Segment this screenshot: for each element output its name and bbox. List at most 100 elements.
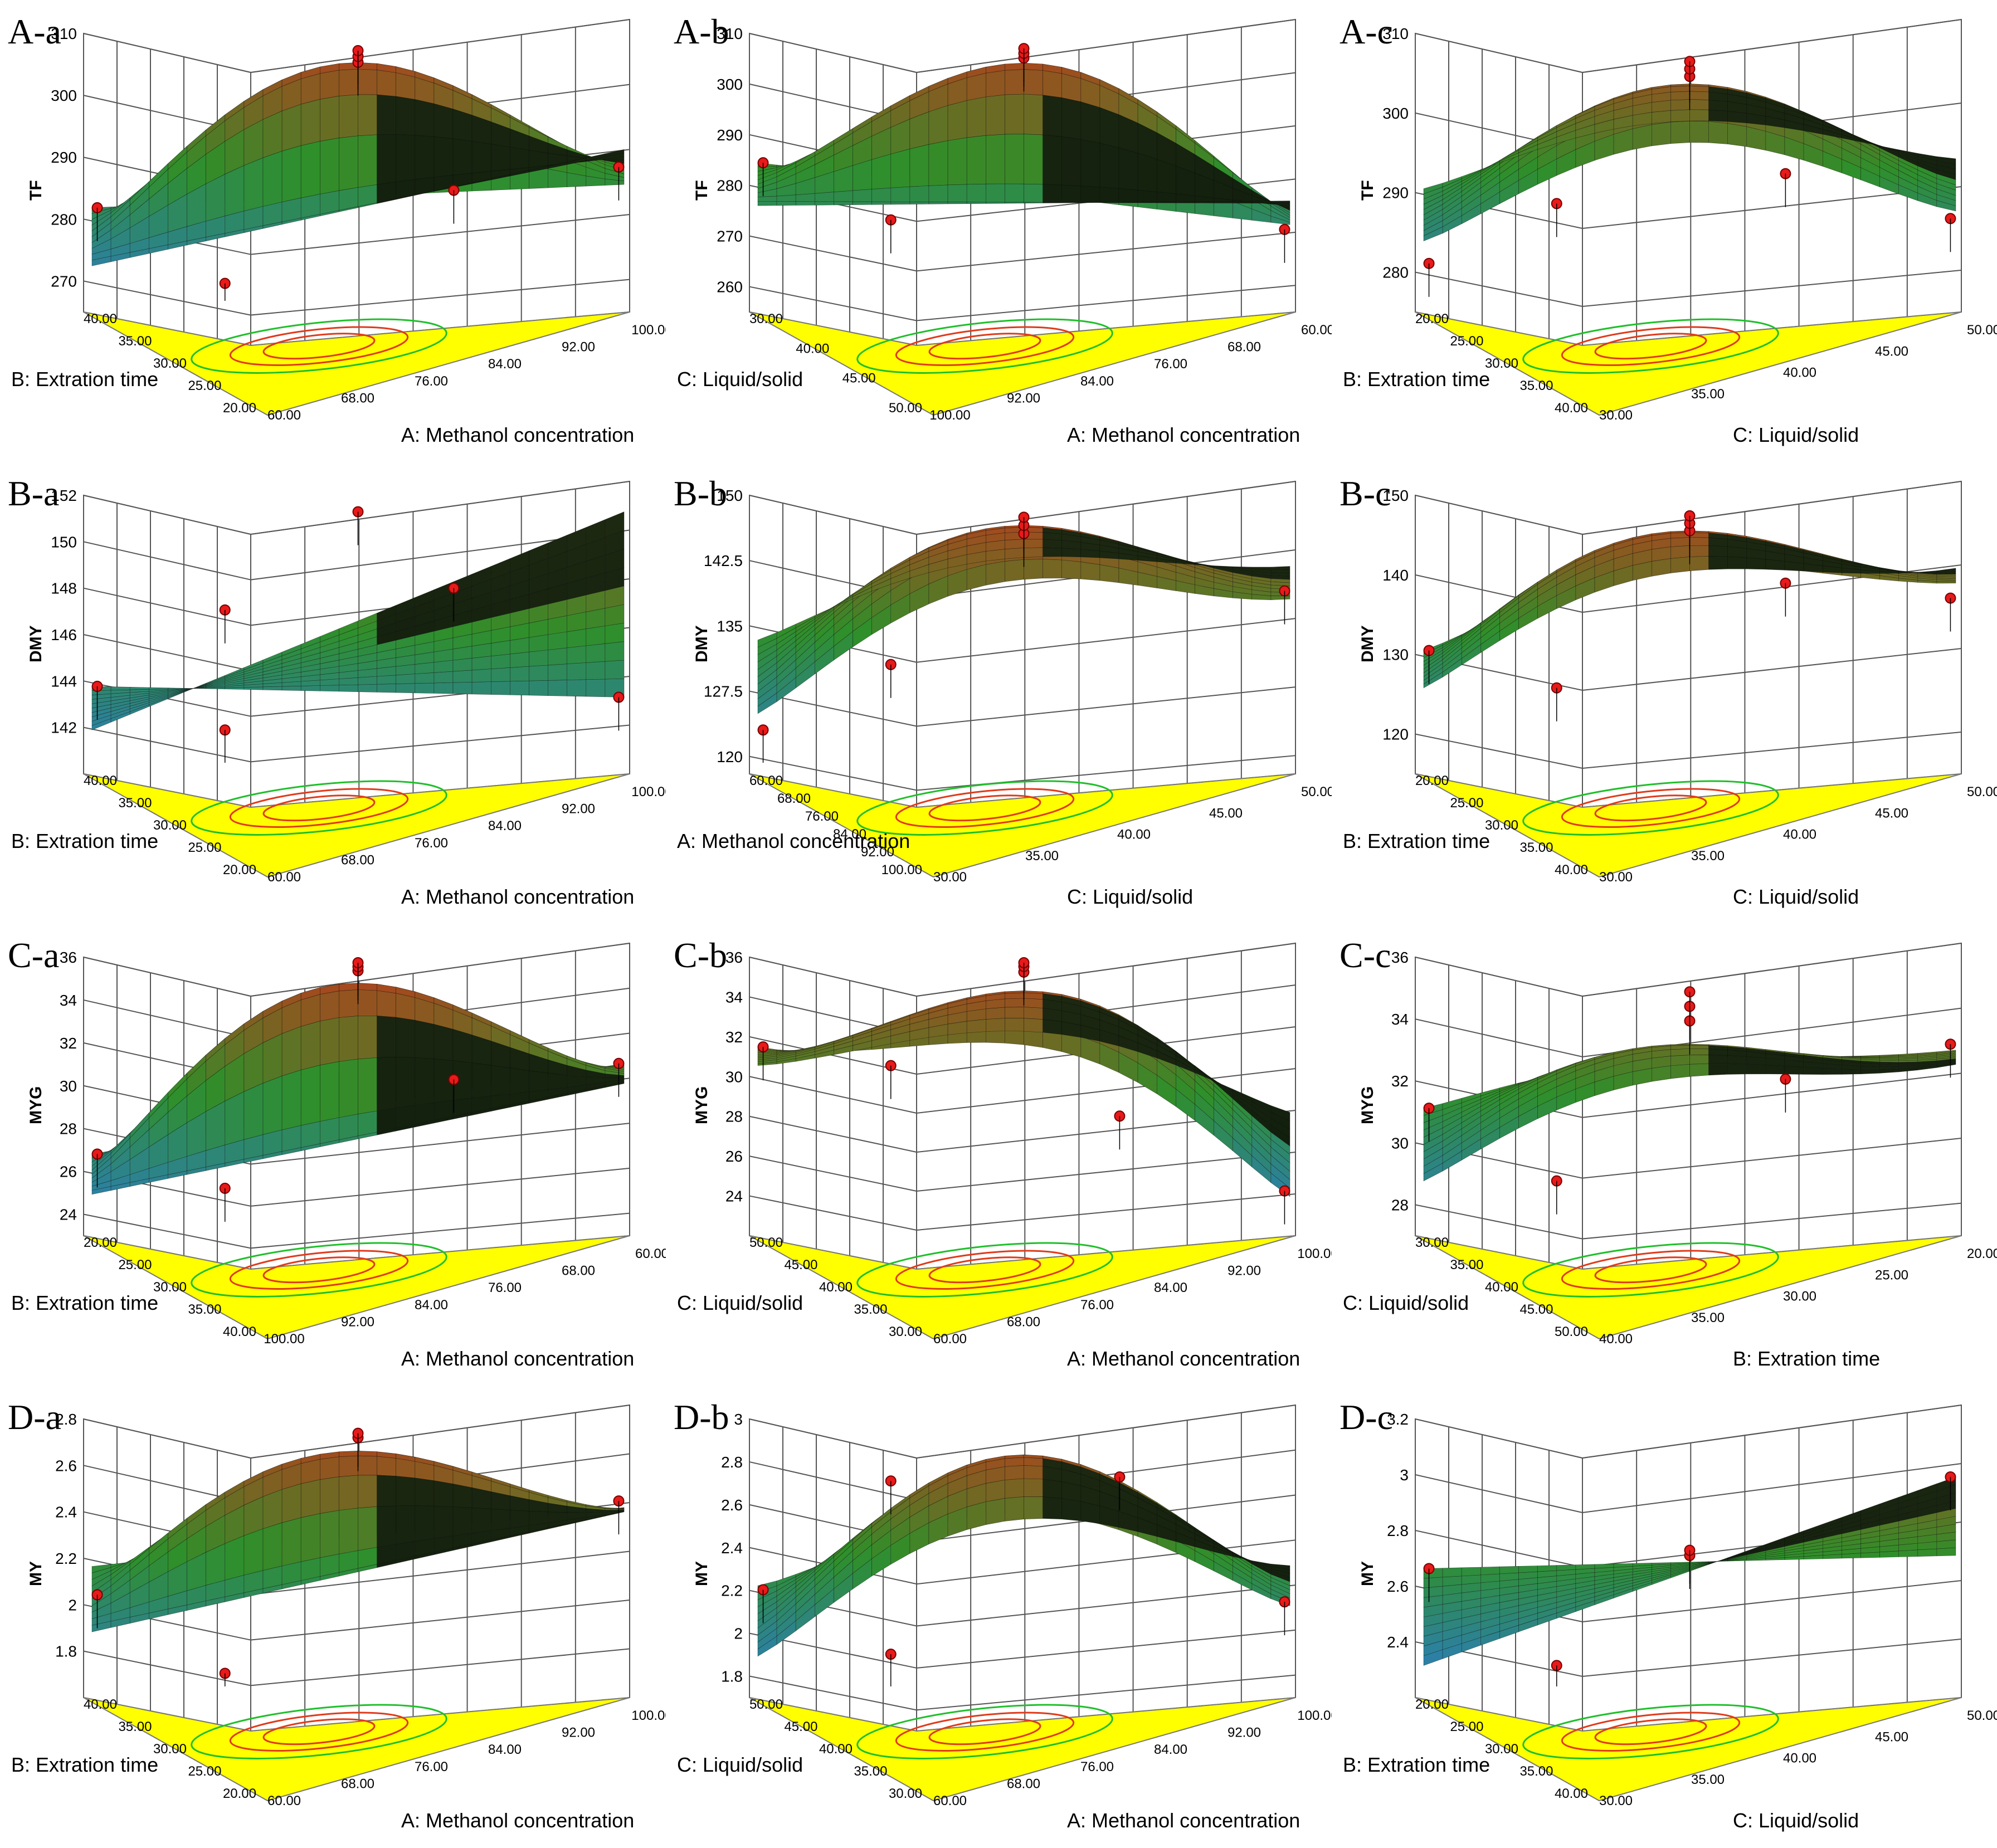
surface-facet — [300, 141, 320, 198]
surface-facet — [1689, 545, 1709, 557]
surface-facet — [358, 1455, 377, 1476]
response-surface — [757, 991, 1290, 1197]
surface-facet — [605, 1081, 625, 1088]
surface-facet — [281, 1517, 301, 1567]
right-axis-tick: 60.00 — [267, 1793, 301, 1808]
surface-facet — [548, 664, 568, 681]
left-axis-tick: 60.00 — [749, 773, 783, 788]
surface-facet — [281, 1483, 301, 1523]
surface-facet — [262, 1075, 282, 1135]
left-axis-tick: 35.00 — [118, 1719, 152, 1734]
surface-facet — [1137, 202, 1157, 203]
panel-svg: 2.8 2.6 2.4 2.2 2 1.8 40.0035.0030.0025.0020.0… — [55, 1404, 666, 1808]
surface-facet — [1461, 1567, 1481, 1577]
z-tick-label: 28 — [60, 1120, 77, 1138]
contour-line — [928, 1256, 1041, 1284]
z-tick-label: 26 — [725, 1148, 743, 1165]
left-axis-title: B: Extration time — [11, 1291, 159, 1314]
z-axis-title: MYG — [27, 1086, 45, 1124]
z-gridline — [749, 1629, 1296, 1669]
panel-label: D-c — [1340, 1397, 1393, 1437]
surface-facet — [1270, 596, 1290, 601]
surface-facet — [1024, 1496, 1043, 1520]
contour-line — [1522, 318, 1779, 374]
z-gridline — [83, 529, 630, 581]
surface-facet — [1689, 91, 1709, 100]
z-tick-label: 300 — [1382, 105, 1409, 122]
surface-facet — [1005, 1465, 1024, 1480]
surface-facet — [1270, 1563, 1290, 1570]
surface-facet — [243, 1528, 264, 1576]
right-axis-title: B: Extration time — [1733, 1347, 1881, 1370]
z-tick-label: 2.2 — [55, 1550, 77, 1567]
panel-a-b: 310 300 290 280 270 260 30.00 40.00 45.00 50.00 10… — [666, 0, 1332, 462]
left-axis-tick: 45.00 — [842, 371, 876, 386]
surface-facet — [281, 104, 301, 152]
surface-facet — [396, 993, 416, 1021]
z-axis-title: DMY — [1358, 625, 1377, 662]
surface-facet — [1499, 1566, 1519, 1574]
surface-facet — [358, 1451, 377, 1457]
surface-facet — [1670, 91, 1690, 101]
z-tick-label: 2.6 — [1387, 1578, 1409, 1595]
right-axis-tick: 100.00 — [631, 1708, 666, 1723]
z-tick-label: 32 — [725, 1028, 743, 1046]
surface-facet — [985, 202, 1005, 204]
surface-facet — [471, 141, 491, 174]
design-points — [757, 43, 1290, 263]
surface-facet — [471, 656, 491, 671]
surface-facet — [1137, 153, 1157, 192]
surface-facet — [909, 144, 929, 187]
surface-facet — [225, 1091, 245, 1145]
surface-facet — [510, 666, 529, 682]
z-gridline — [749, 285, 1296, 321]
surface-facet — [1061, 97, 1082, 140]
left-axis-tick: 40.00 — [819, 1280, 853, 1295]
surface-facet — [319, 1456, 339, 1480]
right-axis-tick: 50.00 — [1967, 1708, 1997, 1723]
surface-facet — [1061, 559, 1082, 579]
surface-facet — [928, 184, 948, 202]
panel-label: A-b — [674, 12, 729, 51]
surface-facet — [1727, 1055, 1747, 1065]
left-axis-title: C: Liquid/solid — [1343, 1291, 1469, 1314]
z-axis-title: TF — [1358, 180, 1377, 201]
panel-svg: 310 300 290 280 270 260 30.00 40.00 45.00 50.00 10… — [717, 18, 1332, 423]
z-tick-label: 300 — [717, 76, 743, 93]
surface-facet — [605, 149, 625, 157]
left-axis-tick: 20.00 — [1415, 311, 1449, 326]
surface-facet — [947, 100, 967, 141]
surface-facet — [947, 137, 967, 186]
z-tick-label: 30 — [60, 1077, 77, 1095]
panel-label: C-b — [674, 935, 727, 975]
surface-facet — [1860, 1066, 1880, 1070]
surface-facet — [871, 154, 892, 189]
surface-facet — [396, 1505, 416, 1545]
right-axis-tick: 68.00 — [341, 391, 374, 406]
surface-facet — [1005, 183, 1024, 203]
surface-facet — [567, 645, 587, 664]
left-axis-tick: 25.00 — [188, 840, 221, 855]
surface-facet — [928, 140, 948, 186]
panel-b-a: 152 150 148 146 144 142 40.00 35.00 30.00 25.00 20… — [0, 462, 666, 924]
left-axis-tick: 35.00 — [1519, 378, 1553, 393]
panel-a-c: 310 300 290 280 20.00 25.00 30.00 35.00 40.00 30.… — [1332, 0, 1997, 462]
left-axis-tick: 40.00 — [1555, 1786, 1588, 1801]
contour-line — [1561, 788, 1741, 828]
surface-facet — [548, 680, 568, 696]
left-axis-tick: 35.00 — [188, 1302, 221, 1317]
surface-facet — [1651, 121, 1671, 147]
z-tick-label: 2.6 — [721, 1496, 743, 1514]
left-axis-tick: 40.00 — [84, 311, 117, 326]
z-tick-label: 150 — [1382, 487, 1409, 504]
right-axis-tick: 40.00 — [1117, 827, 1151, 842]
surface-facet — [358, 94, 377, 136]
surface-facet — [510, 651, 529, 668]
design-points — [91, 45, 625, 301]
surface-facet — [1005, 539, 1024, 550]
z-tick-label: 120 — [717, 748, 743, 765]
surface-facet — [853, 201, 872, 205]
z-gridline — [83, 279, 630, 316]
surface-facet — [1727, 556, 1747, 569]
panel-label: C-a — [8, 935, 60, 975]
